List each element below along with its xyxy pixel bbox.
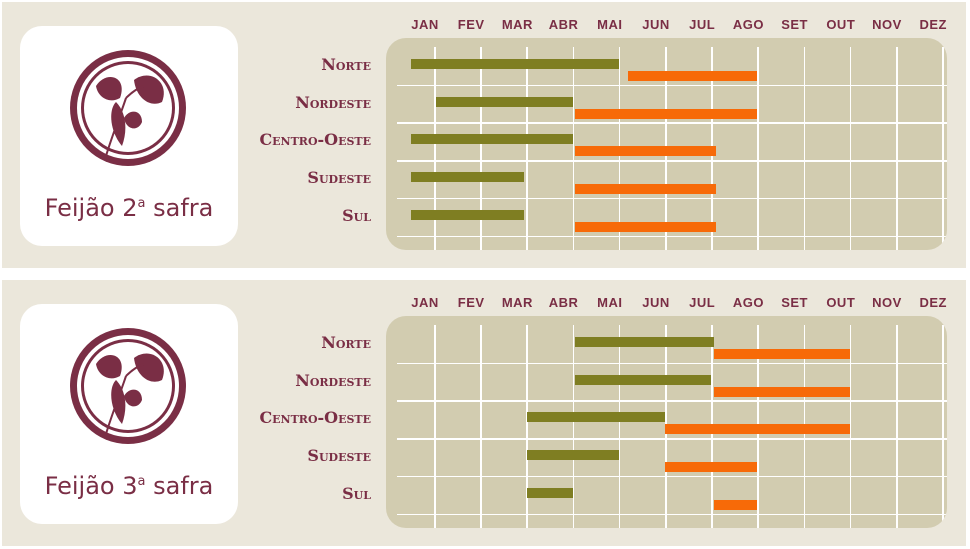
grid-vline xyxy=(757,47,759,250)
harvest-bar xyxy=(665,462,758,473)
grid-vline xyxy=(480,47,482,250)
harvest-bar xyxy=(713,499,758,510)
planting-bar xyxy=(575,337,714,347)
region-label: Centro-Oeste xyxy=(259,130,371,150)
month-label: DEZ xyxy=(919,295,947,310)
harvest-bar xyxy=(575,221,716,232)
harvest-bar xyxy=(575,146,716,157)
month-label: FEV xyxy=(457,295,485,310)
grid-vline xyxy=(434,325,436,528)
month-label: JUL xyxy=(689,17,716,32)
region-label: Norte xyxy=(321,333,371,352)
grid-vline xyxy=(572,47,575,250)
card-title: Feijão 2a safra xyxy=(44,194,214,222)
month-label: AGO xyxy=(732,295,764,310)
month-label: JAN xyxy=(411,17,439,32)
region-label: Sudeste xyxy=(307,168,371,188)
crop-card: Feijão 3a safra xyxy=(20,304,238,524)
harvest-bar xyxy=(575,184,716,195)
grid-hline xyxy=(397,475,947,478)
planting-bar xyxy=(526,412,666,423)
bean-plant-icon xyxy=(70,50,186,166)
bean-plant-icon xyxy=(70,328,186,444)
grid-hline xyxy=(397,122,947,124)
month-label: NOV xyxy=(872,295,902,310)
region-label: Norte xyxy=(321,55,371,74)
month-label: MAI xyxy=(597,295,623,310)
panel-feijao-2-safra: Feijão 2a safra JAN FEV MAR ABR MAI JUN JUL AGO… xyxy=(2,2,966,268)
grid-vline xyxy=(896,47,898,250)
calendar-grid xyxy=(386,316,947,528)
grid-hline xyxy=(397,513,947,515)
month-label: DEZ xyxy=(919,17,947,32)
harvest-bar xyxy=(628,71,758,81)
region-label: Nordeste xyxy=(295,92,371,112)
month-label: ABR xyxy=(548,17,579,32)
month-label: NOV xyxy=(872,17,902,32)
month-label: JUN xyxy=(642,17,670,32)
grid-vline xyxy=(849,325,852,528)
grid-vline xyxy=(618,325,621,528)
grid-vline xyxy=(942,325,944,528)
month-label: MAI xyxy=(597,17,623,32)
grid-vline xyxy=(803,47,806,250)
planting-bar xyxy=(526,450,619,461)
planting-bar xyxy=(411,209,525,220)
month-label: JUL xyxy=(689,295,716,310)
grid-vline xyxy=(896,325,898,528)
month-label: ABR xyxy=(548,295,579,310)
region-label: Centro-Oeste xyxy=(259,408,371,428)
grid-hline xyxy=(397,400,947,402)
region-label: Nordeste xyxy=(295,370,371,390)
month-label: JAN xyxy=(411,295,439,310)
grid-vline xyxy=(480,325,482,528)
harvest-bar xyxy=(665,424,850,435)
region-label: Sul xyxy=(342,483,371,503)
grid-hline xyxy=(397,160,947,162)
grid-vline xyxy=(526,325,528,528)
harvest-bar xyxy=(713,386,850,397)
planting-bar xyxy=(436,96,573,107)
grid-vline xyxy=(572,325,575,528)
harvest-bar xyxy=(575,108,758,119)
month-label: MAR xyxy=(501,295,533,310)
region-label: Sul xyxy=(342,205,371,225)
planting-bar xyxy=(526,487,573,498)
grid-hline xyxy=(397,235,947,237)
region-label: Sudeste xyxy=(307,446,371,466)
grid-vline xyxy=(942,47,944,250)
month-label: OUT xyxy=(826,295,856,310)
grid-vline xyxy=(526,47,528,250)
month-label: AGO xyxy=(732,17,764,32)
harvest-bar xyxy=(713,349,850,359)
grid-vline xyxy=(849,47,852,250)
planting-bar xyxy=(411,59,619,69)
month-label: SET xyxy=(781,17,808,32)
card-title: Feijão 3a safra xyxy=(44,472,214,500)
panel-feijao-3-safra: Feijão 3a safra JAN FEV MAR ABR MAI JUN JUL AGO… xyxy=(2,280,966,546)
planting-bar xyxy=(411,172,525,183)
grid-hline xyxy=(397,362,947,365)
month-label: JUN xyxy=(642,295,670,310)
month-label: MAR xyxy=(501,17,533,32)
grid-vline xyxy=(434,47,436,250)
crop-card: Feijão 2a safra xyxy=(20,26,238,246)
grid-hline xyxy=(397,84,947,87)
month-label: SET xyxy=(781,295,808,310)
month-label: FEV xyxy=(457,17,485,32)
planting-bar xyxy=(411,134,573,145)
planting-bar xyxy=(575,374,712,385)
grid-hline xyxy=(397,438,947,440)
month-label: OUT xyxy=(826,17,856,32)
grid-hline xyxy=(397,197,947,200)
